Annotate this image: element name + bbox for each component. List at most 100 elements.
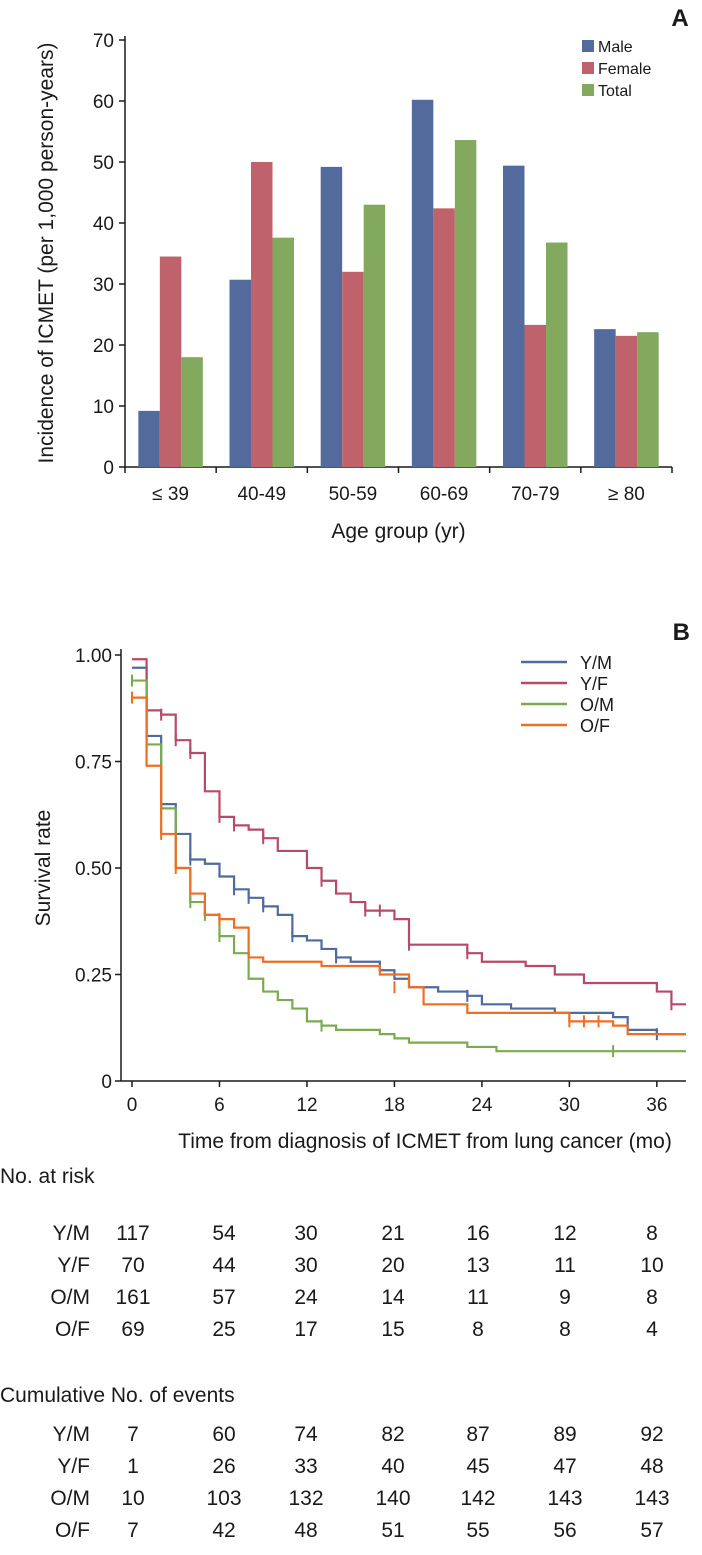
risk-table-cell: 8 <box>472 1318 484 1341</box>
x-tick-label-a: 40-49 <box>237 484 286 505</box>
risk-table-cell: 161 <box>115 1286 150 1309</box>
bar-total <box>272 237 294 467</box>
panel-label-b: B <box>673 619 690 646</box>
risk-table-row-label: Y/F <box>57 1254 90 1277</box>
risk-table-row-label: O/M <box>50 1286 90 1309</box>
events-table-cell: 140 <box>375 1487 410 1510</box>
y-tick-label-a: 50 <box>93 153 114 174</box>
legend-label-o-f: O/F <box>580 716 610 736</box>
bar-total <box>363 204 386 467</box>
events-table-cell: 74 <box>294 1423 318 1446</box>
risk-table-cell: 25 <box>212 1318 235 1341</box>
risk-table-cell: 8 <box>646 1222 658 1245</box>
bar-female <box>433 208 455 468</box>
y-tick-label-a: 0 <box>103 458 114 479</box>
bar-male <box>594 329 616 467</box>
events-table-cell: 7 <box>127 1423 139 1446</box>
risk-table-cell: 10 <box>640 1254 663 1277</box>
events-table-cell: 132 <box>288 1487 323 1510</box>
events-table-cell: 26 <box>212 1455 235 1478</box>
events-table-cell: 87 <box>466 1423 489 1446</box>
y-tick-label-b: 1.00 <box>75 646 112 667</box>
events-table-cell: 51 <box>381 1519 404 1542</box>
events-table-cell: 89 <box>553 1423 576 1446</box>
y-tick-label-a: 60 <box>93 92 114 113</box>
legend-swatch-total <box>582 84 594 96</box>
risk-table-cell: 11 <box>467 1286 489 1309</box>
bar-male <box>411 99 434 467</box>
risk-table-cell: 70 <box>121 1254 144 1277</box>
x-axis-title-a: Age group (yr) <box>331 520 465 543</box>
bar-total <box>637 332 659 467</box>
x-tick-label-b: 36 <box>646 1095 667 1116</box>
risk-table-cell: 24 <box>294 1286 318 1309</box>
y-tick-label-a: 30 <box>93 275 114 296</box>
events-table-cell: 10 <box>121 1487 144 1510</box>
bar-female <box>159 256 182 467</box>
risk-table-cell: 20 <box>381 1254 404 1277</box>
risk-table-cell: 12 <box>553 1222 576 1245</box>
risk-table-cell: 9 <box>559 1286 571 1309</box>
bar-male <box>320 166 343 467</box>
x-tick-label-b: 18 <box>384 1095 405 1116</box>
y-tick-label-b: 0.25 <box>75 966 112 987</box>
legend-label-y-f: Y/F <box>580 674 608 694</box>
y-tick-label-b: 0 <box>101 1072 112 1093</box>
events-table-cell: 40 <box>381 1455 404 1478</box>
risk-table-cell: 117 <box>116 1222 149 1245</box>
risk-table-cell: 21 <box>381 1222 404 1245</box>
y-tick-label-b: 0.75 <box>75 753 112 774</box>
risk-table-cell: 11 <box>554 1254 576 1277</box>
risk-table-cell: 15 <box>381 1318 404 1341</box>
risk-table-title: No. at risk <box>0 1165 95 1188</box>
risk-table-cell: 13 <box>466 1254 489 1277</box>
bar-male <box>138 410 160 467</box>
events-table-row-label: O/F <box>55 1519 90 1542</box>
events-table-cell: 48 <box>294 1519 317 1542</box>
y-tick-label-a: 10 <box>93 397 114 418</box>
y-axis-title-a: Incidence of ICMET (per 1,000 person-yea… <box>35 43 58 464</box>
events-table-cell: 56 <box>553 1519 576 1542</box>
events-table-cell: 33 <box>294 1455 317 1478</box>
bar-female <box>251 162 273 467</box>
events-table-cell: 143 <box>547 1487 582 1510</box>
events-table-cell: 92 <box>640 1423 663 1446</box>
legend-label-total: Total <box>598 83 632 100</box>
bar-male <box>503 165 525 467</box>
events-table-row-label: Y/M <box>53 1423 90 1446</box>
events-table-cell: 45 <box>466 1455 489 1478</box>
x-tick-label-a: ≤ 39 <box>152 484 189 505</box>
y-tick-label-a: 40 <box>93 214 114 235</box>
panel-label-a: A <box>671 5 688 32</box>
x-tick-label-a: 50-59 <box>329 484 378 505</box>
y-tick-label-a: 20 <box>93 336 114 357</box>
bar-total <box>546 242 568 467</box>
x-tick-label-b: 0 <box>127 1095 138 1116</box>
events-table-cell: 48 <box>640 1455 663 1478</box>
x-tick-label-b: 6 <box>214 1095 225 1116</box>
x-tick-label-a: 70-79 <box>511 484 560 505</box>
bar-total <box>454 140 477 468</box>
risk-table-cell: 4 <box>646 1318 658 1341</box>
risk-table-cell: 17 <box>294 1318 317 1341</box>
events-table-row-label: O/M <box>50 1487 90 1510</box>
x-tick-label-a: 60-69 <box>420 484 469 505</box>
legend-label-o-m: O/M <box>580 695 614 715</box>
events-table-cell: 103 <box>206 1487 241 1510</box>
risk-table-cell: 54 <box>212 1222 236 1245</box>
events-table-cell: 55 <box>466 1519 489 1542</box>
bar-total <box>181 357 203 467</box>
risk-table-cell: 57 <box>212 1286 235 1309</box>
y-tick-label-b: 0.50 <box>75 859 112 880</box>
risk-table-cell: 69 <box>121 1318 144 1341</box>
events-table-cell: 57 <box>640 1519 663 1542</box>
x-tick-label-b: 30 <box>559 1095 580 1116</box>
events-table-row-label: Y/F <box>57 1455 90 1478</box>
risk-table-cell: 44 <box>212 1254 236 1277</box>
legend-label-male: Male <box>598 39 633 56</box>
events-table-cell: 142 <box>460 1487 495 1510</box>
risk-table-cell: 8 <box>559 1318 571 1341</box>
x-axis-title-b: Time from diagnosis of ICMET from lung c… <box>178 1130 672 1153</box>
events-table-cell: 47 <box>553 1455 576 1478</box>
